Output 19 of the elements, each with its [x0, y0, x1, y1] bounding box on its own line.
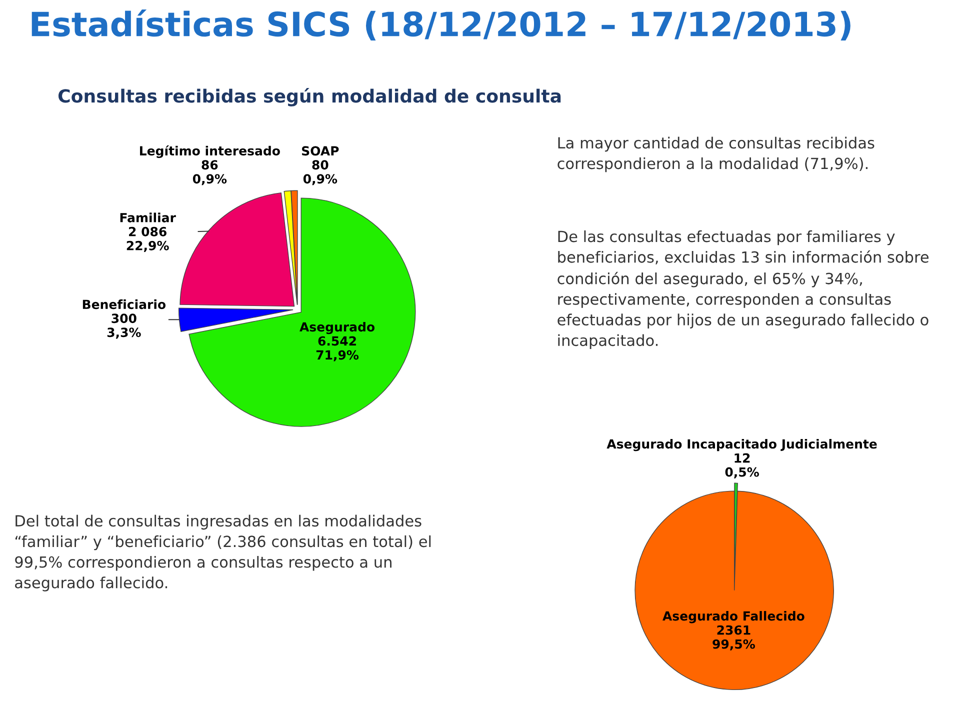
data-label: 2361 99,5%	[712, 625, 755, 650]
slice-label: Legítimo interesado	[140, 145, 280, 158]
data-label: 12 0,5%	[725, 453, 759, 478]
text: La mayor cantidad de consultas recibidas correspondieron a la modalidad (71,9%).	[558, 136, 874, 172]
data-label: 300 3,3%	[107, 314, 141, 339]
text: De las consultas efectuadas por familiares y beneficiarios, excluidas 13 sin información sobre condición del asegurado, el 65% y 34%, respectivamente, corresponden a consultas efectuadas por hijos de un asegurado fallecido o incapacitado.	[558, 230, 929, 350]
data-label: 2 086 22,9%	[126, 226, 169, 252]
text: Del total de consultas ingresadas en las modalidades “familiar” y “beneficiario” (2.386 consultas en total) el 99,5% correspondieron a consultas respecto a un asegurado fallecido.	[15, 514, 431, 592]
data-label: 80 0,9%	[303, 160, 338, 186]
chart-title: Estadísticas SICS (18/12/2012 – 17/12/2013)	[32, 9, 850, 41]
slice-label: Beneficiario	[82, 299, 166, 310]
data-label: 86 0,9%	[192, 160, 227, 186]
slice-label: Familiar	[120, 212, 176, 222]
slice-label: Asegurado	[300, 322, 375, 334]
slice-label: Asegurado Incapacitado Judicialmente	[606, 438, 877, 452]
chart-subtitle: Consultas recibidas según modalidad de consulta	[58, 88, 561, 106]
slice-label: Asegurado Fallecido	[662, 611, 804, 624]
data-label: 6.542 71,9%	[316, 336, 359, 362]
slice-label: SOAP	[302, 146, 339, 156]
